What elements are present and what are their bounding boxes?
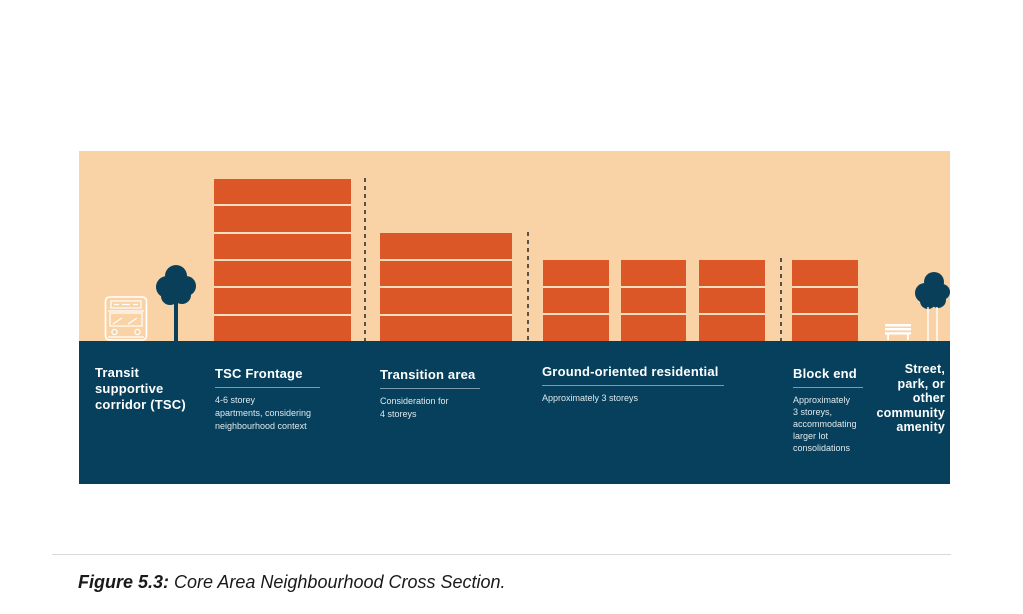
zone-title-underline — [380, 388, 480, 389]
figure-caption-text: Core Area Neighbourhood Cross Section. — [169, 572, 506, 592]
zone-title: TSC Frontage — [215, 366, 303, 381]
tree-icon — [915, 272, 950, 341]
transition-area-building — [380, 233, 512, 341]
caption-divider-line — [52, 554, 951, 555]
zone-label-ground-oriented-residential: Ground-oriented residential Approximatel… — [542, 364, 742, 405]
building-storey — [543, 313, 609, 341]
building-storey — [214, 231, 351, 259]
building-storey — [214, 313, 351, 341]
zone-label-transition-area: Transition area Consideration for 4 stor… — [380, 367, 500, 421]
tree-icon — [156, 265, 196, 341]
zone-description: Approximately 3 storeys, accommodating l… — [793, 395, 857, 453]
figure-caption-label: Figure 5.3: — [78, 572, 170, 592]
ground-oriented-house — [621, 260, 686, 341]
building-storey — [699, 260, 765, 286]
label-band: Transit supportive corridor (TSC) TSC Fr… — [79, 341, 950, 484]
building-storey — [380, 233, 512, 259]
zone-title: Block end — [793, 366, 857, 381]
building-storey — [792, 313, 858, 341]
building-storey — [214, 179, 351, 204]
building-storey — [543, 285, 609, 314]
building-storey — [380, 258, 512, 287]
building-storey — [792, 260, 858, 286]
block-end-building — [792, 260, 858, 341]
zone-label-block-end: Block end Approximately 3 storeys, accom… — [793, 366, 883, 454]
zone-title: Street, park, or other community amenity — [876, 362, 945, 434]
figure-caption: Figure 5.3: Core Area Neighbourhood Cros… — [78, 570, 506, 594]
building-storey — [621, 285, 686, 314]
zone-title: Transition area — [380, 367, 476, 382]
zone-label-street-park-amenity: Street, park, or other community amenity — [835, 362, 945, 435]
bench-icon — [885, 324, 911, 340]
building-storey — [699, 313, 765, 341]
building-storey — [214, 204, 351, 231]
building-storey — [699, 285, 765, 314]
building-storey — [621, 313, 686, 341]
zone-boundary-dashed-line — [527, 232, 529, 341]
building-storey — [380, 286, 512, 314]
zone-label-transit-supportive-corridor: Transit supportive corridor (TSC) — [95, 365, 205, 413]
ground-oriented-house — [543, 260, 609, 341]
building-storey — [214, 258, 351, 286]
zone-title-underline — [215, 387, 320, 388]
tsc-frontage-building — [214, 179, 351, 341]
sky-background — [79, 151, 950, 341]
building-storey — [621, 260, 686, 286]
building-storey — [214, 286, 351, 313]
building-storey — [380, 313, 512, 342]
zone-description: 4-6 storey apartments, considering neigh… — [215, 395, 312, 431]
zone-description: Consideration for 4 storeys — [380, 396, 449, 419]
ground-oriented-house — [699, 260, 765, 341]
zone-boundary-dashed-line — [780, 258, 782, 341]
zone-title: Ground-oriented residential — [542, 364, 719, 379]
zone-label-tsc-frontage: TSC Frontage 4-6 storey apartments, cons… — [215, 366, 345, 433]
cross-section-diagram: Transit supportive corridor (TSC) TSC Fr… — [79, 151, 950, 484]
bus-icon — [104, 296, 148, 341]
building-storey — [543, 260, 609, 286]
zone-title-underline — [793, 387, 863, 388]
zone-description: Approximately 3 storeys — [542, 393, 639, 403]
zone-title-underline — [542, 385, 724, 386]
zone-boundary-dashed-line — [364, 178, 366, 341]
building-storey — [792, 285, 858, 314]
zone-title: Transit supportive corridor (TSC) — [95, 365, 186, 412]
